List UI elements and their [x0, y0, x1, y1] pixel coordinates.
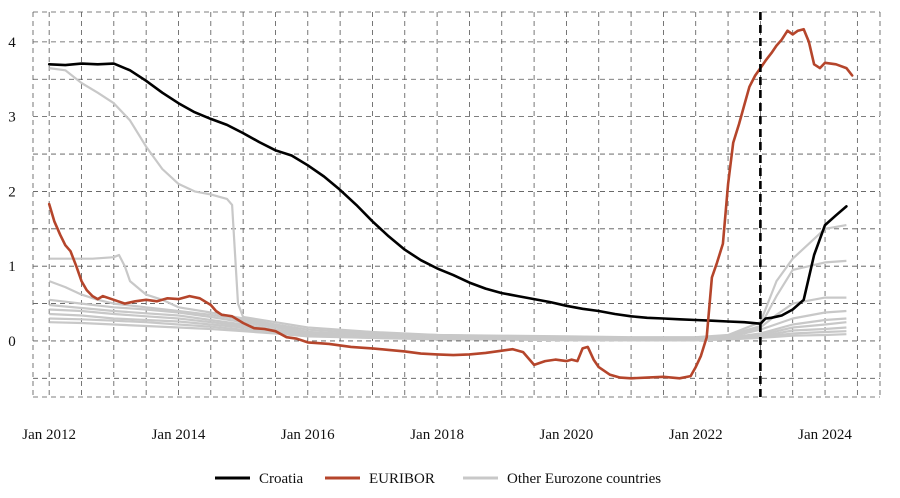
series-line-croatia — [47, 62, 848, 325]
legend-label-croatia: Croatia — [259, 471, 303, 487]
series-line-other-eurozone-4 — [49, 298, 847, 341]
x-tick-label-1: Jan 2014 — [152, 427, 206, 443]
grid-lines — [32, 11, 881, 398]
legend-label-other-eurozone: Other Eurozone countries — [507, 471, 661, 487]
legend-label-euribor: EURIBOR — [369, 471, 435, 487]
y-tick-label-3: 3 — [8, 110, 16, 126]
x-tick-label-5: Jan 2022 — [669, 427, 723, 443]
series-line-other-eurozone-1 — [49, 67, 847, 339]
main-series-group — [47, 27, 854, 380]
y-tick-label-2: 2 — [8, 184, 16, 200]
background-series-group — [48, 67, 847, 342]
x-tick-label-6: Jan 2024 — [798, 427, 852, 443]
axis-ticks: Jan 2012 Jan 2014 Jan 2016 Jan 2018 Jan 2020… — [8, 35, 852, 443]
y-tick-label-4: 4 — [8, 35, 16, 51]
series-line-other-eurozone-2 — [49, 253, 847, 339]
x-tick-label-4: Jan 2020 — [540, 427, 594, 443]
legend: Croatia EURIBOR Other Eurozone countries — [215, 471, 661, 487]
series-line-other-eurozone-9 — [49, 321, 847, 342]
series-line-euribor — [47, 27, 854, 380]
series-line-other-eurozone-3 — [48, 280, 847, 340]
x-tick-label-3: Jan 2018 — [410, 427, 464, 443]
x-tick-label-0: Jan 2012 — [22, 427, 76, 443]
x-tick-label-2: Jan 2016 — [281, 427, 335, 443]
y-tick-label-1: 1 — [8, 259, 16, 275]
y-tick-label-0: 0 — [8, 334, 16, 350]
